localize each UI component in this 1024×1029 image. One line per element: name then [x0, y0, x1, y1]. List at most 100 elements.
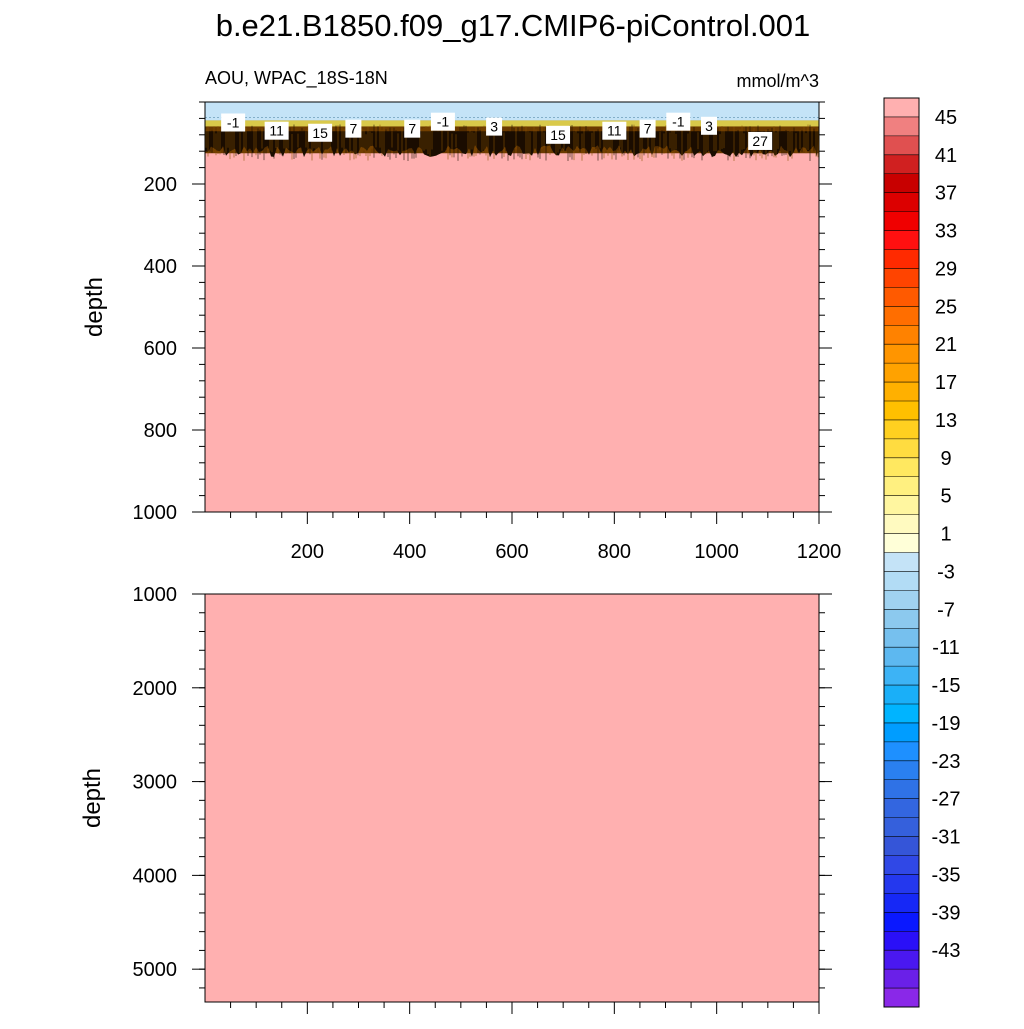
colorbar-swatch: [884, 704, 919, 724]
colorbar-label: -31: [932, 827, 961, 849]
colorbar-swatch: [884, 647, 919, 667]
y-axis-label: depth: [81, 277, 108, 337]
y-tick-label: 600: [144, 338, 177, 360]
colorbar-swatch: [884, 363, 919, 383]
contour-label-box: [602, 121, 627, 140]
colorbar-swatch: [884, 533, 919, 553]
contour-label: 3: [700, 116, 717, 135]
colorbar-swatch: [884, 893, 919, 913]
colorbar-label: -27: [932, 789, 961, 811]
y-tick-label: 800: [144, 420, 177, 442]
contour-label-box: [486, 117, 503, 136]
panel-fill: [205, 102, 819, 512]
contour-label-text: 15: [550, 127, 566, 143]
x-tick-label: 200: [291, 541, 324, 563]
surface-band: [205, 102, 819, 121]
colorbar-swatch: [884, 912, 919, 932]
contour-label-box: [748, 131, 773, 150]
colorbar-swatch: [884, 760, 919, 781]
contour-label-box: [345, 119, 362, 138]
contour-band-light-strip: [205, 120, 819, 127]
colorbar-label: 17: [935, 372, 957, 394]
contour-label-text: -1: [437, 114, 450, 130]
colorbar-label: 41: [935, 145, 957, 167]
colorbar-label: 37: [935, 183, 957, 205]
colorbar-swatch: [884, 192, 919, 212]
colorbar-swatch: [884, 514, 919, 534]
y-tick-label: 400: [144, 256, 177, 278]
figure-title: b.e21.B1850.f09_g17.CMIP6-piControl.001: [216, 8, 811, 43]
colorbar-swatch: [884, 666, 919, 686]
colorbar-label: -3: [937, 561, 955, 583]
colorbar-swatch: [884, 685, 919, 705]
colorbar-swatch: [884, 268, 919, 288]
contour-label: 15: [546, 125, 571, 144]
colorbar-label: -43: [932, 940, 961, 962]
colorbar-swatch: [884, 609, 919, 629]
colorbar-label: 25: [935, 296, 957, 318]
colorbar-swatch: [884, 817, 919, 837]
contour-label: -1: [221, 113, 246, 132]
colorbar-label: -7: [937, 599, 955, 621]
colorbar-swatch: [884, 495, 919, 515]
panel-units-label: mmol/m^3: [737, 71, 819, 91]
panel-left-label: AOU, WPAC_18S-18N: [205, 68, 388, 89]
colorbar-swatch: [884, 741, 919, 762]
panel-fill: [205, 594, 819, 1002]
colorbar-label: -35: [932, 864, 961, 886]
colorbar-swatch: [884, 628, 919, 648]
colorbar-label: -19: [932, 713, 961, 735]
contour-label-text: 7: [349, 121, 357, 137]
colorbar-label: 13: [935, 410, 957, 432]
colorbar-swatch: [884, 552, 919, 572]
colorbar-swatch: [884, 988, 919, 1008]
x-tick-label: 1200: [797, 541, 842, 563]
colorbar-swatch: [884, 722, 919, 743]
contour-label-text: 3: [490, 119, 498, 135]
colorbar-label: -23: [932, 751, 961, 773]
colorbar-label: 45: [935, 107, 957, 129]
colorbar-swatch: [884, 419, 919, 440]
colorbar-swatch: [884, 325, 919, 345]
colorbar-label: 9: [940, 448, 951, 470]
y-tick-label: 1000: [133, 584, 178, 606]
colorbar-swatch: [884, 950, 919, 970]
colorbar-swatch: [884, 438, 919, 459]
y-tick-label: 5000: [133, 959, 178, 981]
contour-label: 7: [404, 119, 421, 138]
contour-label-text: 7: [644, 121, 652, 137]
x-tick-label: 800: [598, 541, 631, 563]
colorbar-swatch: [884, 969, 919, 989]
colorbar-swatch: [884, 306, 919, 326]
colorbar-swatch: [884, 836, 919, 856]
colorbar-swatch: [884, 382, 919, 402]
contour-label-text: 11: [269, 123, 284, 139]
y-tick-label: 200: [144, 174, 177, 196]
colorbar-swatch: [884, 249, 919, 269]
contour-label-box: [308, 123, 333, 142]
colorbar-swatch: [884, 116, 919, 137]
contour-label: 7: [345, 119, 362, 138]
colorbar-swatch: [884, 571, 919, 591]
contour-label-box: [221, 113, 246, 132]
colorbar-swatch: [884, 230, 919, 250]
colorbar-label: -39: [932, 902, 961, 924]
contour-label-box: [430, 112, 455, 131]
colorbar-swatch: [884, 401, 919, 421]
contour-label-text: -1: [227, 115, 240, 131]
y-axis-label: depth: [79, 768, 106, 828]
contour-label-box: [264, 121, 289, 140]
x-tick-label: 1000: [694, 541, 739, 563]
contour-label-text: 7: [408, 121, 416, 137]
y-tick-label: 1000: [133, 502, 178, 524]
contour-label-box: [666, 112, 691, 131]
colorbar-swatch: [884, 931, 919, 951]
colorbar: 45 41 37 33 29 25 21 17 13 9 5 1 -3 -7 -11 -15 -19 -23 -27…: [883, 97, 961, 1008]
colorbar-label: 1: [940, 524, 951, 546]
colorbar-label: -15: [932, 675, 961, 697]
colorbar-swatch: [884, 173, 919, 193]
contour-label: -1: [666, 112, 691, 131]
contour-label: 27: [748, 131, 773, 150]
